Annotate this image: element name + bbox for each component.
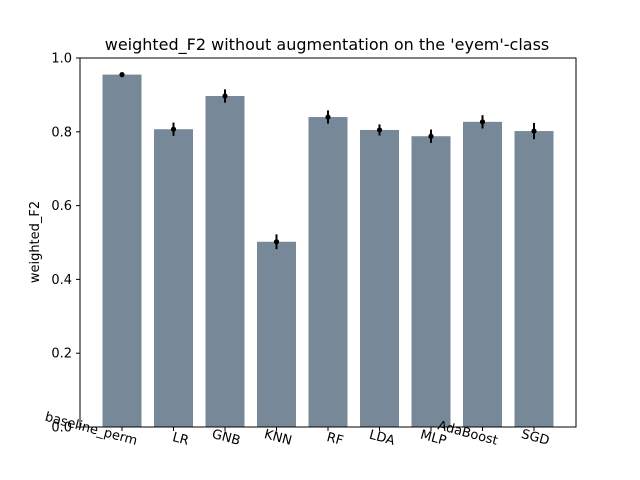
bar-knn xyxy=(257,241,296,427)
x-tick-label-lr: LR xyxy=(171,430,191,449)
x-tick-label-knn: KNN xyxy=(262,427,293,449)
mean-point-sgd xyxy=(531,128,537,134)
x-tick-label-lda: LDA xyxy=(367,428,396,449)
mean-point-knn xyxy=(273,239,280,245)
bar-adaboost xyxy=(463,121,502,427)
y-axis-label: weighted_F2 xyxy=(28,201,43,283)
bar-sgd xyxy=(514,131,554,427)
errorbars-group xyxy=(119,72,537,250)
mean-point-lda xyxy=(376,127,383,133)
mean-point-rf xyxy=(325,114,331,120)
plot-frame xyxy=(79,57,577,428)
bars-group xyxy=(102,74,554,428)
y-tick-label-4: 0.8 xyxy=(51,125,72,140)
bar-baseline-perm xyxy=(102,74,142,427)
y-tick-label-2: 0.4 xyxy=(51,273,72,288)
chart-title: weighted_F2 without augmentation on the … xyxy=(105,35,550,55)
y-tick-label-0: 0.0 xyxy=(51,421,72,436)
y-tick-label-3: 0.6 xyxy=(51,199,72,214)
mean-point-mlp xyxy=(428,133,434,139)
x-tick-label-gnb: GNB xyxy=(210,427,242,449)
y-tick-label-5: 1.0 xyxy=(51,52,72,67)
y-tick-label-1: 0.2 xyxy=(51,347,72,362)
bar-mlp xyxy=(411,136,451,427)
mean-point-baseline-perm xyxy=(119,72,125,78)
mean-point-adaboost xyxy=(479,119,486,125)
x-tick-label-mlp: MLP xyxy=(419,428,448,449)
y-axis: 0.0 0.2 0.4 0.6 0.8 1.0 xyxy=(51,52,80,436)
x-tick-label-rf: RF xyxy=(325,430,345,449)
bar-lr xyxy=(154,129,193,428)
x-tick-label-sgd: SGD xyxy=(520,427,551,449)
bar-gnb xyxy=(205,96,245,427)
mean-point-gnb xyxy=(222,93,228,99)
bar-lda xyxy=(360,129,399,427)
mean-point-lr xyxy=(170,126,177,132)
bar-rf xyxy=(308,117,348,427)
